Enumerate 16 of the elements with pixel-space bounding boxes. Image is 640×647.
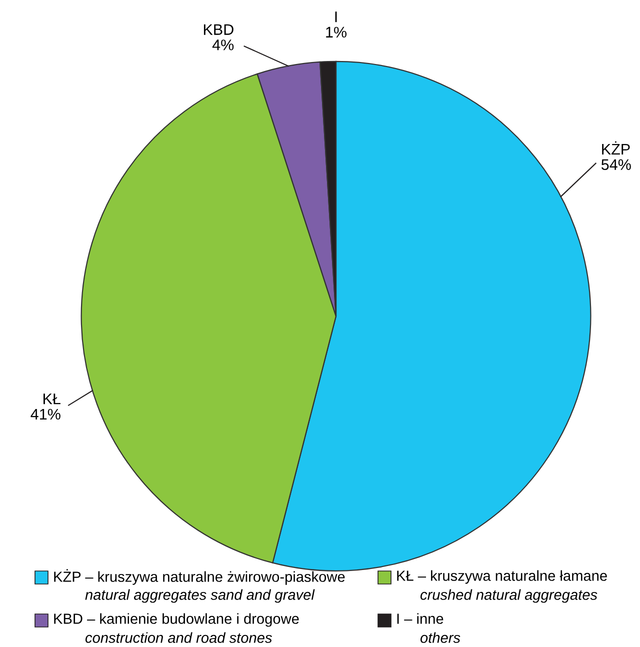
text: KŁ – kruszywa naturalne łamane <box>397 570 607 584</box>
slice-label: KŁ <box>44 394 60 404</box>
text: others <box>420 632 460 643</box>
text: KBD – kamienie budowlane i drogowe <box>54 613 299 627</box>
slice-label: I <box>335 12 337 22</box>
text: crushed natural aggregates <box>420 589 598 603</box>
data-label: 41% <box>30 408 60 420</box>
slice-label: KBD <box>204 24 234 35</box>
text: KŻP – kruszywa naturalne żwirowo-piaskowe <box>54 569 345 585</box>
data-label: 4% <box>212 40 234 50</box>
data-label: 54% <box>601 159 631 170</box>
data-label: 1% <box>326 26 346 38</box>
slice-label: KŻP <box>602 141 630 155</box>
text: construction and road stones <box>85 632 272 643</box>
text: natural aggregates sand and gravel <box>85 589 315 603</box>
text: I – inne <box>397 613 444 624</box>
